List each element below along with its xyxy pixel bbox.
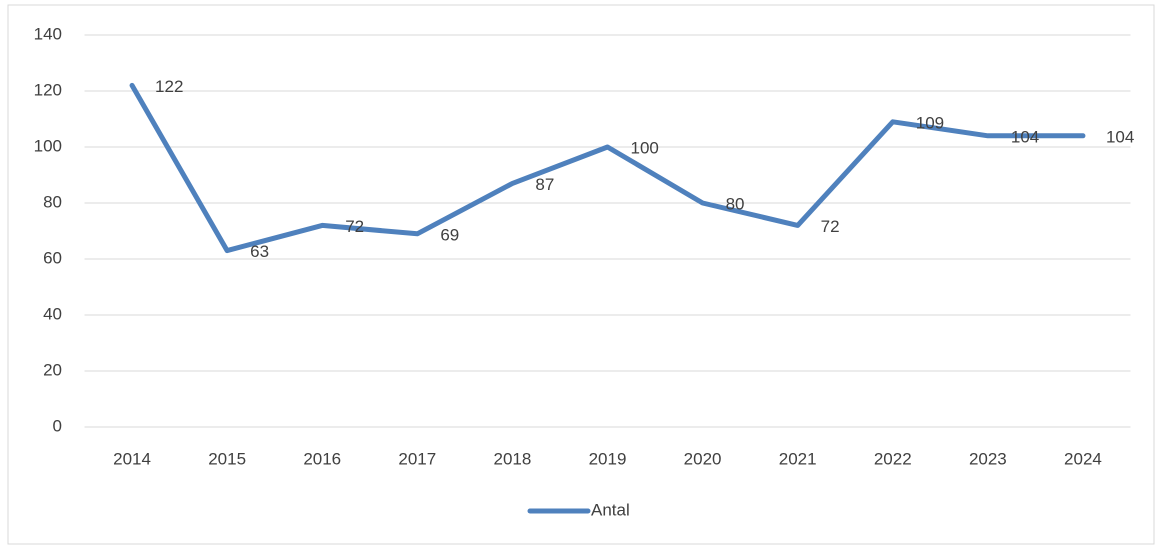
data-label: 69 <box>440 225 459 244</box>
y-tick-label: 40 <box>43 304 62 323</box>
data-label: 104 <box>1011 127 1039 146</box>
data-label: 63 <box>250 242 269 261</box>
chart-border <box>7 4 1155 545</box>
data-label: 122 <box>155 77 183 96</box>
x-tick-label: 2018 <box>493 449 531 468</box>
x-tick-label: 2021 <box>779 449 817 468</box>
x-tick-label: 2023 <box>969 449 1007 468</box>
data-label: 87 <box>535 175 554 194</box>
y-tick-label: 0 <box>53 416 62 435</box>
x-tick-label: 2022 <box>874 449 912 468</box>
data-label: 109 <box>916 113 944 132</box>
y-tick-label: 80 <box>43 192 62 211</box>
x-tick-label: 2016 <box>303 449 341 468</box>
y-tick-label: 20 <box>43 360 62 379</box>
y-tick-label: 140 <box>34 24 62 43</box>
legend-label: Antal <box>591 500 630 519</box>
y-tick-label: 60 <box>43 248 62 267</box>
line <box>129 82 1086 254</box>
data-label: 100 <box>631 138 659 157</box>
x-tick-label: 2017 <box>398 449 436 468</box>
x-tick-label: 2020 <box>684 449 722 468</box>
y-tick-label: 100 <box>34 136 62 155</box>
data-label: 72 <box>345 217 364 236</box>
data-label: 104 <box>1106 127 1134 146</box>
x-tick-label: 2015 <box>208 449 246 468</box>
x-tick-label: 2014 <box>113 449 151 468</box>
data-label: 80 <box>726 194 745 213</box>
x-tick-label: 2019 <box>589 449 627 468</box>
x-tick-label: 2024 <box>1064 449 1102 468</box>
data-label: 72 <box>821 217 840 236</box>
y-tick-label: 120 <box>34 80 62 99</box>
